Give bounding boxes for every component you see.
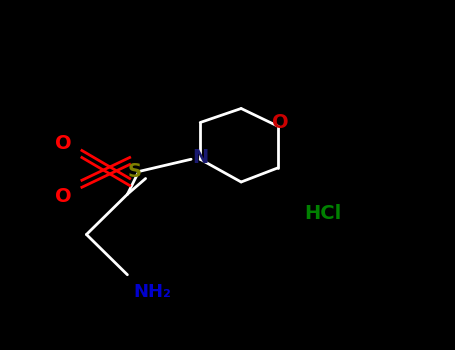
Text: O: O — [272, 113, 288, 132]
Text: N: N — [192, 148, 208, 167]
Text: HCl: HCl — [304, 204, 342, 223]
Text: NH₂: NH₂ — [133, 283, 172, 301]
Text: O: O — [56, 134, 72, 153]
Text: O: O — [56, 187, 72, 205]
Text: S: S — [127, 162, 141, 181]
